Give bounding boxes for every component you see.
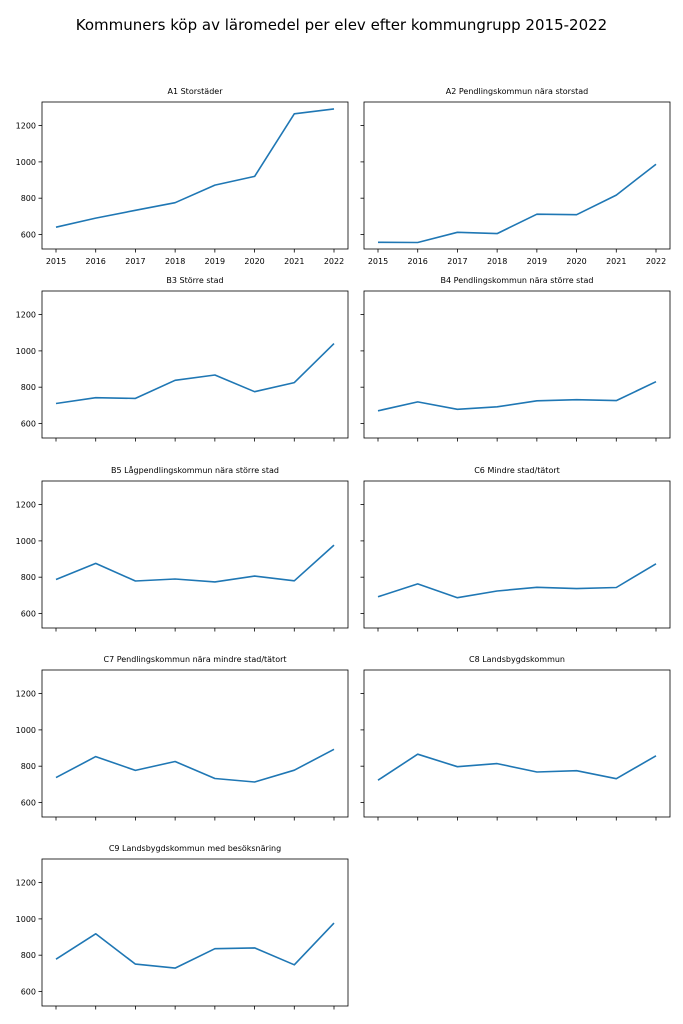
- x-tick-label: 2015: [368, 257, 388, 266]
- plot-frame: [363, 101, 671, 250]
- y-tick-label: 800: [21, 383, 36, 392]
- x-tick-label: 2022: [324, 257, 344, 266]
- plot-frame: [41, 101, 349, 250]
- subplot-title: A2 Pendlingskommun nära storstad: [446, 87, 588, 96]
- x-tick-label: 2020: [566, 257, 586, 266]
- y-tick-label: 1000: [16, 915, 36, 924]
- subplot-4: B5 Lågpendlingskommun nära större stad 60…: [16, 465, 349, 632]
- x-tick-label: 2019: [527, 257, 547, 266]
- plot-frame: [41, 669, 349, 818]
- y-tick-label: 1200: [16, 879, 36, 888]
- subplot-0: A1 Storstäder 600 800 1000 1200 2015 2016 2017 2…: [16, 87, 349, 266]
- subplot-title: C8 Landsbygdskommun: [469, 655, 565, 664]
- series-line: [55, 748, 335, 783]
- x-tick-label: 2021: [606, 257, 626, 266]
- x-tick-label: 2021: [284, 257, 304, 266]
- subplot-2: B3 Större stad 600 800 1000 1200: [16, 276, 349, 442]
- subplot-title: B4 Pendlingskommun nära större stad: [441, 276, 594, 285]
- subplot-8: C9 Landsbygdskommun med besöksnäring 600 8…: [16, 844, 349, 1010]
- subplot-title: C6 Mindre stad/tätort: [474, 466, 560, 475]
- figure-title: Kommuners köp av läromedel per elev efte…: [75, 16, 608, 34]
- series-line: [55, 108, 335, 228]
- y-tick-label: 800: [21, 951, 36, 960]
- subplot-title: C7 Pendlingskommun nära mindre stad/täto…: [103, 655, 286, 664]
- plot-frame: [363, 480, 671, 629]
- y-tick-label: 600: [21, 609, 36, 618]
- y-tick-label: 1200: [16, 690, 36, 699]
- y-tick-label: 600: [21, 987, 36, 996]
- y-tick-label: 1200: [16, 122, 36, 131]
- series-line: [55, 343, 335, 405]
- plot-frame: [363, 669, 671, 818]
- x-tick-label: 2022: [646, 257, 666, 266]
- subplot-title: B5 Lågpendlingskommun nära större stad: [111, 465, 279, 475]
- plot-frame: [41, 480, 349, 629]
- x-tick-label: 2020: [244, 257, 264, 266]
- subplot-title: C9 Landsbygdskommun med besöksnäring: [109, 844, 281, 853]
- series-line: [377, 380, 657, 412]
- y-tick-label: 1000: [16, 347, 36, 356]
- y-tick-label: 1200: [16, 501, 36, 510]
- subplot-title: B3 Större stad: [166, 276, 223, 285]
- series-line: [377, 563, 657, 599]
- series-line: [377, 753, 657, 781]
- y-tick-label: 600: [21, 230, 36, 239]
- y-tick-label: 1000: [16, 158, 36, 167]
- series-line: [377, 163, 657, 244]
- x-tick-label: 2016: [86, 257, 106, 266]
- y-tick-label: 600: [21, 419, 36, 428]
- y-tick-label: 1000: [16, 726, 36, 735]
- y-tick-label: 600: [21, 798, 36, 807]
- subplot-3: B4 Pendlingskommun nära större stad: [360, 276, 671, 442]
- x-tick-label: 2018: [165, 257, 185, 266]
- x-tick-label: 2017: [125, 257, 145, 266]
- x-tick-label: 2015: [46, 257, 66, 266]
- x-tick-label: 2019: [205, 257, 225, 266]
- x-tick-label: 2017: [447, 257, 467, 266]
- y-tick-label: 1200: [16, 311, 36, 320]
- subplot-title: A1 Storstäder: [168, 87, 224, 96]
- y-tick-label: 1000: [16, 537, 36, 546]
- plot-frame: [41, 858, 349, 1007]
- subplot-7: C8 Landsbygdskommun: [360, 655, 671, 821]
- y-tick-label: 800: [21, 573, 36, 582]
- y-tick-label: 800: [21, 194, 36, 203]
- subplot-5: C6 Mindre stad/tätort: [360, 466, 671, 632]
- series-line: [55, 544, 335, 583]
- x-tick-label: 2018: [487, 257, 507, 266]
- x-tick-label: 2016: [408, 257, 428, 266]
- subplot-6: C7 Pendlingskommun nära mindre stad/täto…: [16, 655, 349, 821]
- plot-frame: [363, 290, 671, 439]
- series-line: [55, 922, 335, 969]
- subplot-1: A2 Pendlingskommun nära storstad 2015 2016…: [360, 87, 671, 266]
- plot-frame: [41, 290, 349, 439]
- y-tick-label: 800: [21, 762, 36, 771]
